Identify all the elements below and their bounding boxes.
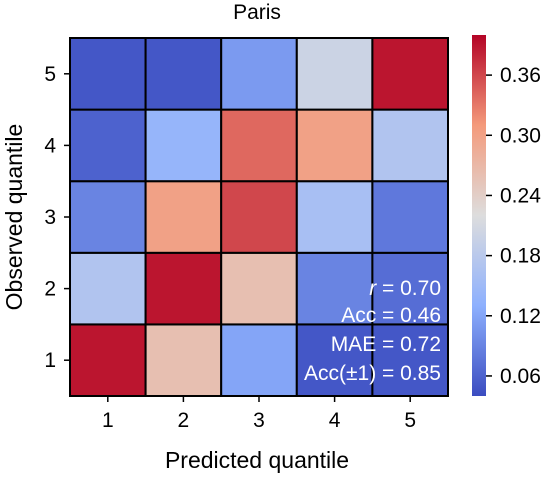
y-axis-label: Observed quantile bbox=[1, 124, 27, 311]
colorbar-tick-label: 0.12 bbox=[500, 305, 541, 328]
y-tick-label: 1 bbox=[44, 349, 56, 372]
x-tick-label: 1 bbox=[102, 409, 114, 432]
annotation-r-symbol: r bbox=[369, 277, 377, 300]
heatmap-cell-obs2-pred5 bbox=[371, 251, 449, 326]
annotation-r: r = 0.70 bbox=[369, 277, 441, 300]
heatmap-cell-obs4-pred3 bbox=[220, 108, 298, 183]
x-tick-label: 4 bbox=[329, 409, 341, 432]
heatmap-cell-obs5-pred4 bbox=[295, 37, 374, 111]
y-tick-label: 2 bbox=[44, 278, 56, 301]
x-tick-labels: 1 2 3 4 5 bbox=[102, 396, 416, 432]
heatmap-cell-obs4-pred2 bbox=[144, 108, 223, 183]
heatmap-cell-obs1-pred2 bbox=[144, 323, 223, 397]
heatmap-cell-obs2-pred3 bbox=[220, 251, 298, 326]
y-tick-labels: 1 2 3 4 5 bbox=[44, 63, 70, 372]
heatmap-cell-obs3-pred4 bbox=[295, 180, 374, 254]
colorbar-ticks: 0.06 0.12 0.18 0.24 0.30 0.36 bbox=[486, 64, 541, 388]
colorbar-tick-label: 0.30 bbox=[500, 124, 541, 147]
heatmap-cell-obs2-pred4 bbox=[295, 251, 374, 326]
y-tick-label: 3 bbox=[44, 206, 56, 229]
heatmap-cells bbox=[69, 37, 449, 397]
heatmap-cell-obs3-pred3 bbox=[220, 180, 298, 254]
colorbar-tick-label: 0.36 bbox=[500, 64, 541, 87]
heatmap-cell-obs5-pred2 bbox=[144, 37, 223, 111]
x-axis-label: Predicted quantile bbox=[165, 447, 349, 473]
y-tick-label: 5 bbox=[44, 63, 56, 86]
heatmap-cell-obs2-pred2 bbox=[144, 251, 223, 326]
x-tick-label: 3 bbox=[253, 409, 265, 432]
heatmap-cell-obs4-pred1 bbox=[69, 108, 147, 183]
heatmap-cell-obs5-pred1 bbox=[69, 37, 147, 111]
heatmap-cell-obs1-pred3 bbox=[220, 323, 298, 397]
annotation-mae: MAE = 0.72 bbox=[331, 333, 441, 356]
annotation-r-value: = 0.70 bbox=[376, 277, 441, 300]
heatmap-cell-obs2-pred1 bbox=[69, 251, 147, 326]
heatmap-cell-obs1-pred1 bbox=[69, 323, 147, 397]
x-tick-label: 5 bbox=[404, 409, 416, 432]
colorbar bbox=[472, 35, 486, 396]
annotation-acc: Acc = 0.46 bbox=[341, 304, 441, 327]
stats-annotations: r = 0.70 Acc = 0.46 MAE = 0.72 Acc(±1) =… bbox=[304, 277, 441, 385]
colorbar-tick-label: 0.24 bbox=[500, 184, 541, 207]
colorbar-tick-label: 0.06 bbox=[500, 365, 541, 388]
heatmap-cell-obs4-pred5 bbox=[371, 108, 449, 183]
heatmap-cell-obs3-pred5 bbox=[371, 180, 449, 254]
y-tick-label: 4 bbox=[44, 134, 56, 157]
heatmap-cell-obs3-pred1 bbox=[69, 180, 147, 254]
colorbar-tick-label: 0.18 bbox=[500, 245, 541, 268]
heatmap-cell-obs5-pred5 bbox=[371, 37, 449, 111]
heatmap-cell-obs3-pred2 bbox=[144, 180, 223, 254]
annotation-acc-pm1: Acc(±1) = 0.85 bbox=[304, 362, 441, 385]
heatmap-cell-obs5-pred3 bbox=[220, 37, 298, 111]
heatmap-cell-obs4-pred4 bbox=[295, 108, 374, 183]
chart-title: Paris bbox=[233, 1, 281, 24]
x-tick-label: 2 bbox=[178, 409, 190, 432]
